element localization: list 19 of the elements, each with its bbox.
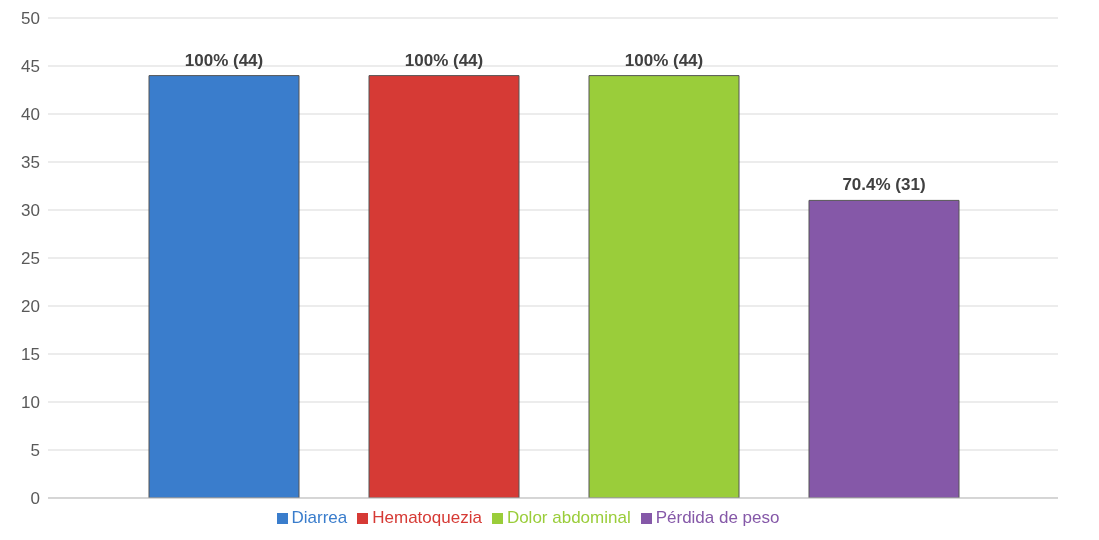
y-tick-label: 15 bbox=[21, 345, 40, 365]
data-label: 100% (44) bbox=[624, 50, 704, 70]
legend-label: Diarrea bbox=[291, 508, 348, 527]
data-label: 70.4% (31) bbox=[842, 175, 926, 195]
data-label: 100% (44) bbox=[404, 50, 484, 70]
legend-label: Dolor abdominal bbox=[506, 508, 631, 527]
y-tick-label: 50 bbox=[21, 9, 40, 29]
y-tick-label: 0 bbox=[30, 489, 40, 509]
y-tick-label: 20 bbox=[21, 297, 40, 317]
data-label: 100% (44) bbox=[184, 50, 264, 70]
legend-label: Pérdida de peso bbox=[655, 508, 780, 527]
y-tick-label: 5 bbox=[30, 441, 40, 461]
y-tick-label: 25 bbox=[21, 249, 40, 269]
y-tick-label: 35 bbox=[21, 153, 40, 173]
y-tick-label: 45 bbox=[21, 57, 40, 77]
y-tick-label: 30 bbox=[21, 201, 40, 221]
legend-label: Hematoquezia bbox=[372, 508, 482, 527]
y-tick-label: 40 bbox=[21, 105, 40, 125]
y-tick-label: 10 bbox=[21, 393, 40, 413]
